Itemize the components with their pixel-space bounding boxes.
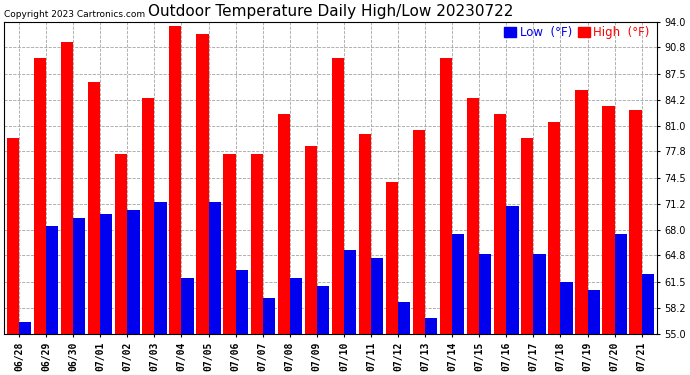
- Bar: [155, 202, 166, 334]
- Bar: [142, 98, 155, 334]
- Bar: [197, 34, 208, 334]
- Bar: [344, 250, 356, 334]
- Bar: [467, 98, 480, 334]
- Bar: [575, 90, 588, 334]
- Bar: [19, 322, 31, 334]
- Bar: [642, 274, 654, 334]
- Bar: [629, 110, 642, 334]
- Bar: [290, 278, 302, 334]
- Text: Copyright 2023 Cartronics.com: Copyright 2023 Cartronics.com: [4, 10, 146, 19]
- Bar: [317, 286, 329, 334]
- Bar: [494, 114, 506, 334]
- Bar: [250, 154, 263, 334]
- Bar: [88, 82, 100, 334]
- Bar: [263, 298, 275, 334]
- Bar: [480, 254, 491, 334]
- Bar: [73, 218, 86, 334]
- Bar: [208, 202, 221, 334]
- Bar: [128, 210, 139, 334]
- Bar: [533, 254, 546, 334]
- Bar: [7, 138, 19, 334]
- Bar: [115, 154, 128, 334]
- Bar: [602, 106, 615, 334]
- Bar: [371, 258, 383, 334]
- Bar: [615, 234, 627, 334]
- Legend: Low  (°F), High  (°F): Low (°F), High (°F): [503, 24, 651, 40]
- Bar: [169, 26, 181, 334]
- Bar: [46, 226, 59, 334]
- Bar: [61, 42, 73, 334]
- Bar: [506, 206, 518, 334]
- Bar: [588, 290, 600, 334]
- Bar: [560, 282, 573, 334]
- Bar: [452, 234, 464, 334]
- Bar: [425, 318, 437, 334]
- Bar: [440, 58, 452, 334]
- Bar: [305, 146, 317, 334]
- Bar: [521, 138, 533, 334]
- Bar: [386, 182, 398, 334]
- Bar: [332, 58, 344, 334]
- Bar: [413, 130, 425, 334]
- Bar: [549, 122, 560, 334]
- Title: Outdoor Temperature Daily High/Low 20230722: Outdoor Temperature Daily High/Low 20230…: [148, 4, 513, 19]
- Bar: [359, 134, 371, 334]
- Bar: [100, 214, 112, 334]
- Bar: [235, 270, 248, 334]
- Bar: [398, 302, 411, 334]
- Bar: [277, 114, 290, 334]
- Bar: [224, 154, 235, 334]
- Bar: [34, 58, 46, 334]
- Bar: [181, 278, 194, 334]
